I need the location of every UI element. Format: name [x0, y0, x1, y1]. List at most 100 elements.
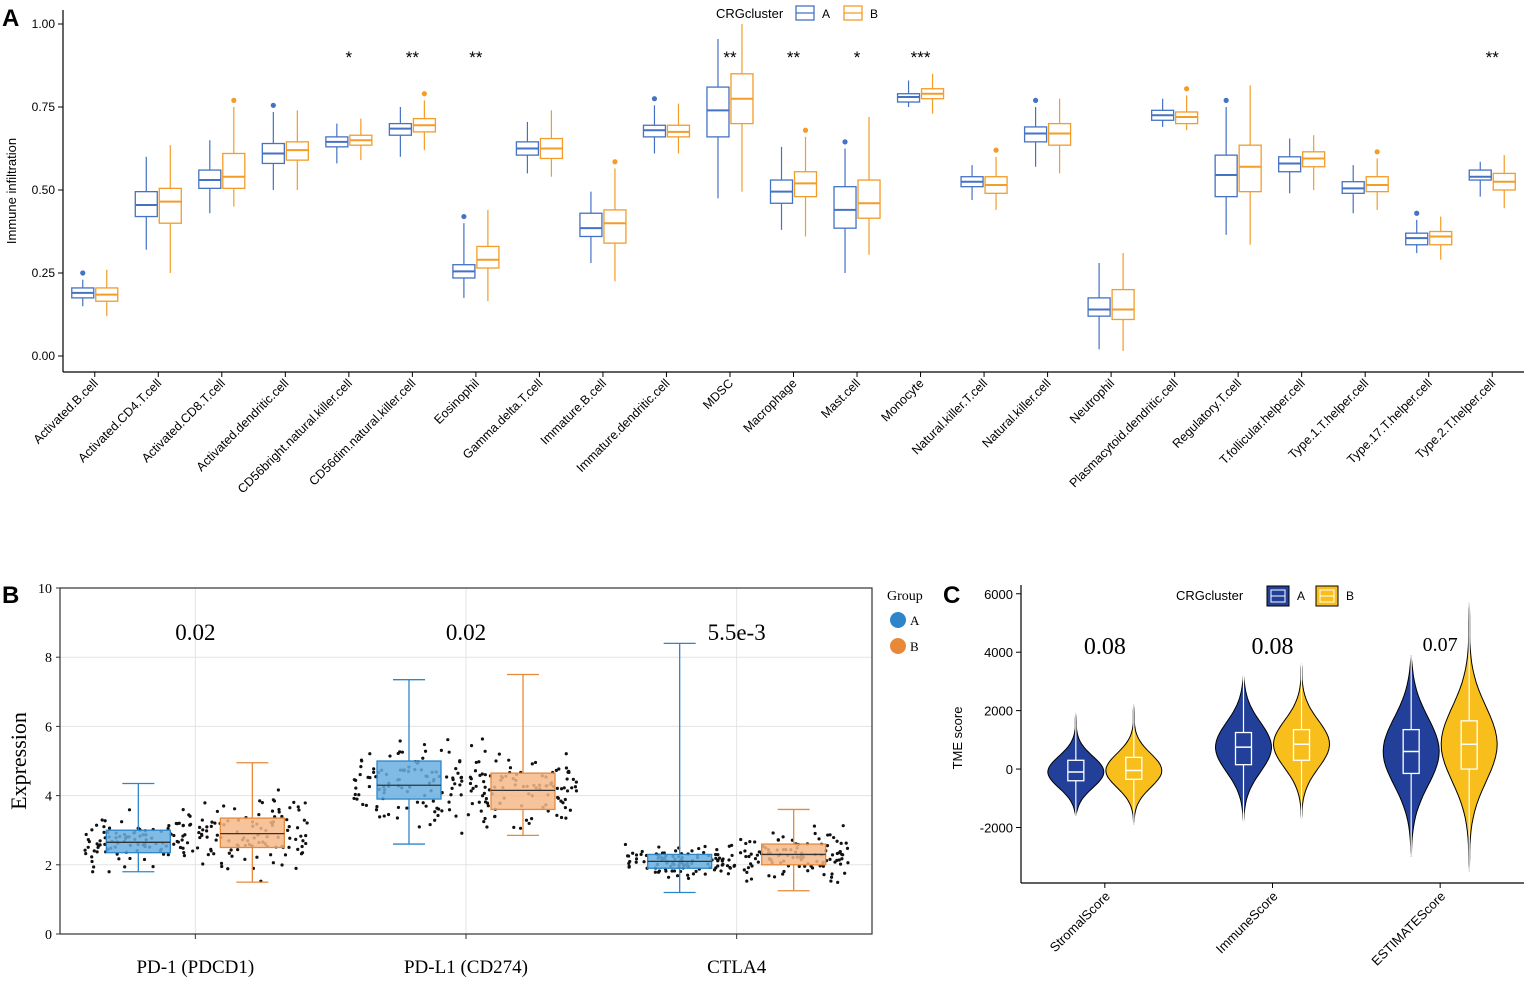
panel-b-point	[469, 744, 474, 748]
panel-a-box-a	[515, 121, 540, 174]
panel-b-point	[215, 809, 219, 814]
panel-c-y-tick-label: 0	[1006, 762, 1013, 777]
panel-b-point	[571, 777, 575, 781]
panel-b-point	[721, 862, 725, 866]
panel-b-point	[91, 870, 95, 874]
panel-b-point	[215, 833, 219, 837]
panel-b-point	[640, 849, 644, 854]
panel-b-point	[255, 855, 259, 859]
panel-b-point	[479, 809, 483, 813]
panel-b-point	[294, 837, 298, 841]
panel-b-point	[458, 783, 462, 787]
panel-a-significance-label: **	[406, 48, 420, 67]
panel-b-point	[829, 875, 834, 879]
panel-a-outlier	[80, 270, 86, 276]
panel-b-point	[822, 873, 826, 877]
panel-a-box-a	[1405, 210, 1429, 254]
panel-b-point	[214, 838, 218, 842]
panel-b-point	[185, 841, 190, 845]
panel-c-y-tick-label: -2000	[980, 820, 1013, 835]
panel-b-point	[546, 809, 550, 813]
panel-b-point	[188, 823, 192, 827]
panel-b-point	[200, 833, 204, 837]
panel-c-pvalue-label: 0.07	[1423, 634, 1458, 656]
panel-b-point	[836, 880, 840, 885]
panel-b-point	[473, 769, 478, 773]
panel-a-box-a	[706, 38, 730, 199]
panel-b-point	[220, 864, 224, 869]
panel-b-point	[396, 751, 400, 756]
panel-a-box	[706, 86, 730, 138]
panel-b-box-a	[83, 782, 195, 874]
panel-a-box	[1111, 288, 1135, 321]
panel-b-point	[115, 852, 119, 856]
panel-b-point	[440, 809, 444, 813]
panel-b-point	[744, 854, 748, 859]
panel-b-point	[243, 857, 247, 861]
panel-b-point	[767, 874, 771, 878]
panel-b-point	[746, 866, 751, 870]
panel-a-box	[1468, 169, 1492, 181]
panel-b-point	[726, 872, 731, 876]
panel-a-significance-label: **	[787, 48, 801, 67]
panel-b-point	[634, 853, 639, 857]
panel-b-point	[675, 874, 680, 878]
panel-b-point	[213, 821, 217, 825]
panel-b-point	[161, 852, 166, 856]
panel-b-point	[559, 799, 563, 803]
panel-b-point	[90, 859, 94, 864]
panel-b-point	[191, 849, 195, 853]
panel-a-box-a	[1341, 165, 1365, 214]
panel-b-point	[201, 862, 205, 866]
panel-b-point	[497, 752, 501, 756]
panel-a-box-b	[1047, 98, 1072, 174]
panel-a-box-a	[833, 139, 857, 273]
panel-b-point	[372, 770, 376, 774]
panel-b-point	[533, 760, 538, 765]
panel-b-point	[555, 786, 559, 791]
panel-b-point	[653, 870, 657, 874]
panel-b-point	[755, 853, 759, 857]
panel-b-point	[631, 851, 635, 855]
panel-c-y-label: TME score	[950, 707, 965, 770]
panel-a-box-b	[730, 24, 754, 192]
panel-b-point	[301, 839, 305, 843]
panel-b-point	[123, 865, 127, 869]
panel-b-point	[563, 806, 568, 810]
panel-b-point	[222, 804, 226, 808]
panel-b-legend-label-b: B	[910, 639, 919, 654]
panel-a-significance-label: *	[346, 48, 353, 67]
panel-b-point	[530, 762, 534, 766]
panel-b-point	[296, 847, 300, 851]
panel-label-c: C	[943, 582, 960, 609]
panel-b-point	[200, 818, 204, 822]
panel-a-box-b	[984, 147, 1008, 210]
panel-b-box-a	[623, 642, 737, 894]
panel-b-point	[483, 773, 487, 777]
panel-b-point	[466, 813, 470, 817]
panel-b-point	[772, 875, 777, 879]
panel-a-y-label: Immune infiltration	[4, 138, 19, 244]
panel-b-point	[166, 826, 170, 831]
panel-a-box-a	[1468, 161, 1492, 197]
panel-b-point	[812, 824, 817, 828]
panel-b-point	[272, 799, 277, 803]
panel-a-significance-label: **	[723, 48, 737, 67]
panel-c-x-tick-label: ESTIMATEScore	[1368, 889, 1448, 969]
panel-a-box-b	[222, 97, 246, 207]
panel-b-y-tick-label: 10	[38, 582, 52, 597]
panel-b-point	[690, 849, 694, 853]
panel-a-box-b	[1429, 216, 1453, 260]
panel-b-point	[674, 849, 678, 853]
panel-b-point	[84, 832, 88, 837]
panel-b-point	[299, 852, 304, 856]
panel-b-point	[400, 750, 405, 754]
panel-b-point	[555, 813, 559, 817]
panel-b-point	[86, 845, 90, 849]
panel-b-point	[422, 742, 427, 747]
panel-b-point	[271, 861, 275, 865]
panel-a-outlier	[612, 159, 618, 165]
panel-a-box-b	[158, 145, 182, 273]
panel-a-box-b	[857, 116, 881, 255]
panel-b-point	[484, 797, 488, 801]
